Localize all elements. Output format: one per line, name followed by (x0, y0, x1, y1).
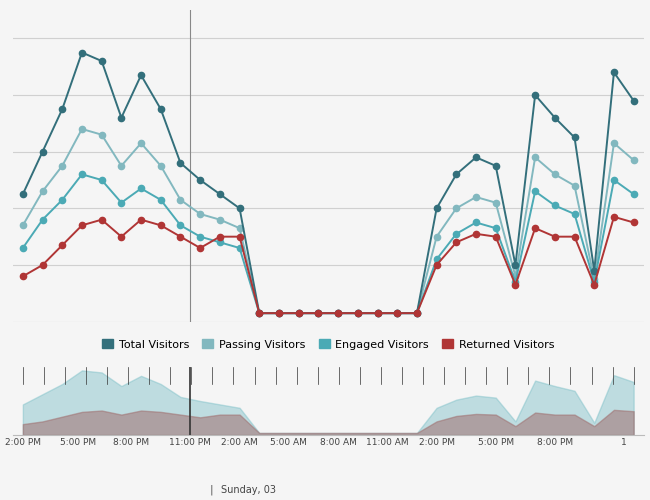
Text: Sunday, 03: Sunday, 03 (221, 485, 276, 495)
Text: |: | (209, 484, 213, 495)
Legend: Total Visitors, Passing Visitors, Engaged Visitors, Returned Visitors: Total Visitors, Passing Visitors, Engage… (98, 334, 559, 354)
